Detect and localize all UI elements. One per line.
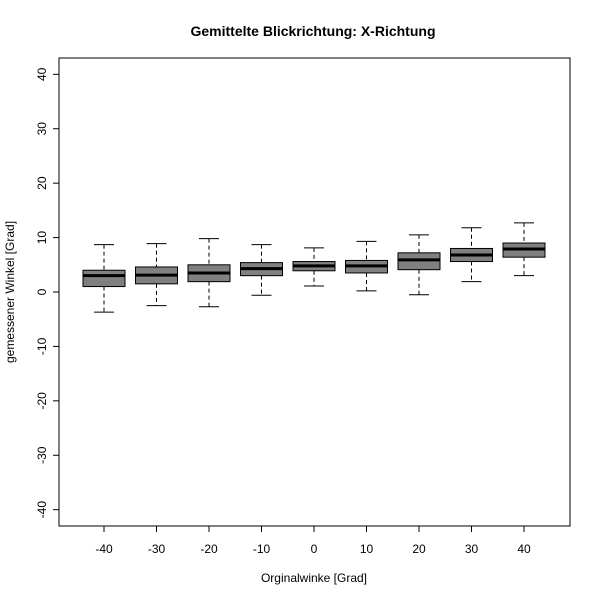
box--40: [82, 244, 126, 313]
y-tick-label: 40: [35, 67, 49, 81]
x-axis-label: Orginalwinke [Grad]: [261, 571, 367, 585]
x-tick-label: 40: [517, 542, 531, 556]
box--30: [135, 243, 178, 307]
y-axis-label: gemessener Winkel [Grad]: [3, 221, 17, 363]
box-40: [502, 222, 546, 277]
x-tick-label: -40: [95, 542, 113, 556]
y-tick-label: 30: [35, 122, 49, 136]
x-tick-label: -30: [148, 542, 166, 556]
x-tick-label: 30: [465, 542, 479, 556]
x-tick-label: 0: [311, 542, 318, 556]
box-30: [450, 227, 493, 283]
y-tick-label: 0: [35, 288, 49, 295]
y-tick-label: 20: [35, 176, 49, 190]
y-tick-label: -20: [35, 392, 49, 410]
box-10: [345, 240, 388, 292]
x-tick-label: 10: [360, 542, 374, 556]
plot-frame: [58, 57, 571, 527]
x-tick-label: 20: [412, 542, 426, 556]
x-tick-label: -10: [253, 542, 271, 556]
y-tick-label: 10: [35, 231, 49, 245]
y-tick-label: -40: [35, 501, 49, 519]
y-tick-label: -10: [35, 337, 49, 355]
box--20: [187, 238, 231, 308]
x-tick-label: -20: [200, 542, 218, 556]
y-axis: -40 -30 -20 -10 0 10 20 30 40: [35, 67, 60, 519]
x-axis: -40 -30 -20 -10 0 10 20 30 40: [95, 525, 531, 556]
box-0: [292, 247, 336, 287]
boxes: [82, 222, 546, 313]
box-body: [82, 269, 126, 288]
box-20: [397, 234, 441, 296]
chart-title: Gemittelte Blickrichtung: X-Richtung: [190, 23, 435, 39]
box--10: [240, 244, 283, 296]
y-tick-label: -30: [35, 446, 49, 464]
